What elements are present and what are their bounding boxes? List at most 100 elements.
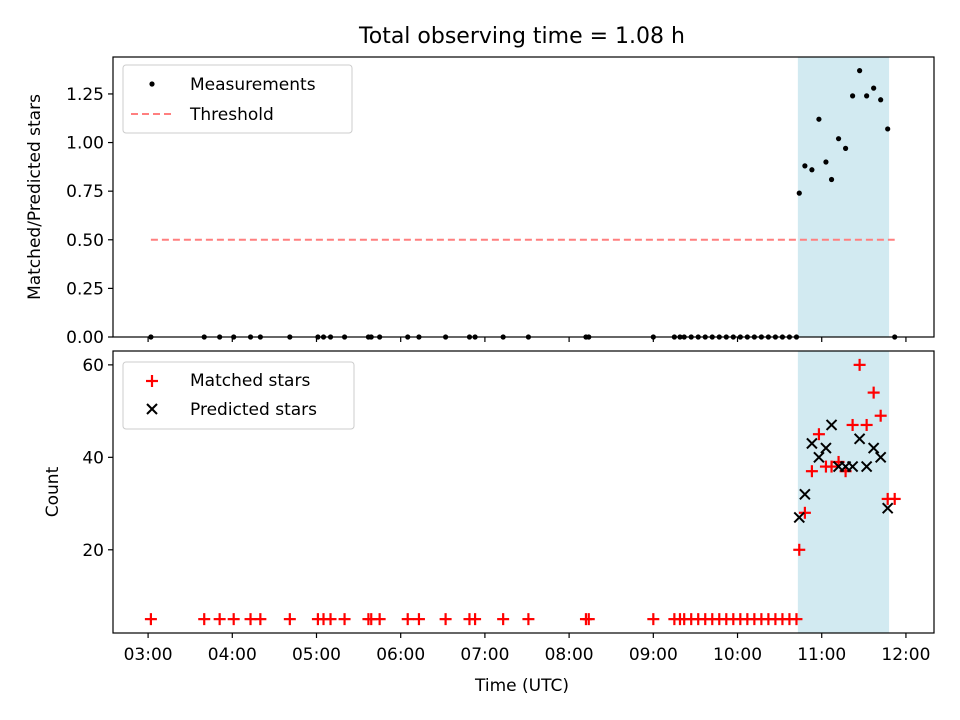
y-tick-label: 40 [82, 448, 104, 468]
x-tick-label: 12:00 [881, 645, 930, 665]
top-panel: 0.00 0.25 0.50 0.75 1.00 1.25 Total observing… [25, 24, 935, 348]
x-tick-label: 03:00 [124, 645, 173, 665]
x-tick-label: 08:00 [545, 645, 594, 665]
matched-star-point [647, 613, 660, 626]
y-axis-label-top: Matched/Predicted stars [25, 94, 45, 300]
predicted-star-point [846, 460, 859, 473]
predicted-star-point [799, 488, 811, 501]
matched-star-point [283, 613, 296, 626]
predicted-star-point [806, 437, 818, 450]
measurement-point [842, 145, 849, 151]
legend-matched-label: Matched stars [190, 371, 310, 391]
y-tick-label: 0.50 [66, 231, 104, 251]
matched-star-point [846, 418, 859, 431]
x-axis-ticks: 03:00 04:00 05:00 06:00 07:00 08:00 09:00 10:00… [124, 633, 930, 665]
matched-star-point [412, 613, 425, 626]
predicted-star-point [793, 511, 805, 524]
measurement-point [857, 68, 863, 74]
bottom-panel: 20 40 60 03:00 04:00 05:00 06:00 07:00 08:00 09:… [43, 350, 935, 696]
matched-star-point [888, 492, 901, 505]
measurement-point [809, 167, 815, 173]
legend-threshold-label: Threshold [189, 105, 274, 125]
legend-predicted-label: Predicted stars [190, 400, 317, 420]
y-tick-label: 1.25 [66, 85, 104, 105]
measurement-point [871, 85, 877, 91]
matched-star-point [338, 613, 351, 626]
y-tick-label: 0.75 [66, 182, 104, 202]
x-tick-label: 05:00 [292, 645, 341, 665]
measurement-point [850, 93, 856, 99]
legend-measurements-marker [149, 81, 155, 87]
matched-star-point [867, 386, 880, 399]
y-axis-label-bottom: Count [43, 466, 63, 517]
measurement-point [828, 176, 835, 183]
measurement-point [802, 163, 808, 169]
matched-star-point [522, 613, 535, 626]
matched-star-point [793, 543, 806, 556]
matched-star-point [798, 506, 811, 519]
matched-star-point [582, 613, 595, 626]
legend-matched-marker [146, 375, 158, 387]
predicted-star-point [825, 419, 838, 431]
legend-top: Measurements Threshold [122, 64, 353, 134]
x-tick-label: 04:00 [208, 645, 257, 665]
measurement-point [796, 190, 802, 196]
matched-star-point [874, 409, 887, 422]
matched-star-point [227, 613, 240, 626]
predicted-star-point [813, 451, 825, 464]
legend-bottom: Matched stars Predicted stars [122, 361, 355, 430]
x-tick-label: 07:00 [460, 645, 509, 665]
measurement-point [823, 159, 829, 165]
y-tick-label: 20 [82, 541, 104, 561]
matched-star-point [790, 613, 803, 626]
matched-star-point [825, 460, 838, 473]
matched-star-point [144, 613, 157, 626]
measurement-point [864, 93, 870, 99]
matched-star-point [805, 465, 818, 478]
bottom-plot-frame [112, 350, 935, 634]
matched-star-point [324, 613, 337, 626]
matched-star-point [469, 613, 482, 626]
predicted-star-point [820, 442, 832, 454]
matched-star-point [401, 613, 414, 626]
y-tick-label: 0.25 [66, 279, 104, 299]
measurement-point [878, 97, 884, 103]
predicted-star-point [853, 433, 866, 445]
x-tick-label: 09:00 [629, 645, 678, 665]
measurement-point [885, 126, 891, 132]
legend-predicted-marker [146, 403, 158, 415]
x-tick-label: 10:00 [713, 645, 762, 665]
predicted-star-point [860, 460, 873, 473]
matched-star-point [198, 613, 211, 626]
matched-star-point [497, 613, 510, 626]
y-axis-ticks: 20 40 60 [82, 356, 113, 561]
y-tick-label: 0.00 [66, 328, 104, 348]
matched-star-point [853, 358, 866, 371]
y-axis-ticks: 0.00 0.25 0.50 0.75 1.00 1.25 [66, 85, 113, 348]
predicted-star-point [874, 451, 887, 464]
predicted-star-point [867, 442, 880, 454]
measurement-point [835, 136, 842, 142]
matched-star-point [812, 428, 825, 441]
observing-window-shade [797, 57, 890, 337]
matched-star-point [439, 613, 452, 626]
x-axis-ticks-top-panel [147, 337, 907, 342]
x-tick-label: 06:00 [376, 645, 425, 665]
x-tick-label: 11:00 [797, 645, 846, 665]
measurement-point [816, 116, 822, 122]
top-plot-frame [112, 56, 935, 338]
legend-top-box [122, 64, 353, 134]
chart-title: Total observing time = 1.08 h [358, 24, 685, 49]
matched-star-point [213, 613, 226, 626]
matched-star-point [254, 613, 267, 626]
matched-star-point [373, 613, 386, 626]
legend-bottom-box [122, 361, 355, 430]
star-count-points [144, 358, 901, 626]
x-axis-label: Time (UTC) [474, 676, 569, 696]
matched-star-point [860, 418, 873, 431]
legend-measurements-label: Measurements [190, 75, 316, 95]
y-tick-label: 1.00 [66, 134, 104, 154]
predicted-star-point [881, 502, 894, 514]
y-tick-label: 60 [82, 356, 104, 376]
